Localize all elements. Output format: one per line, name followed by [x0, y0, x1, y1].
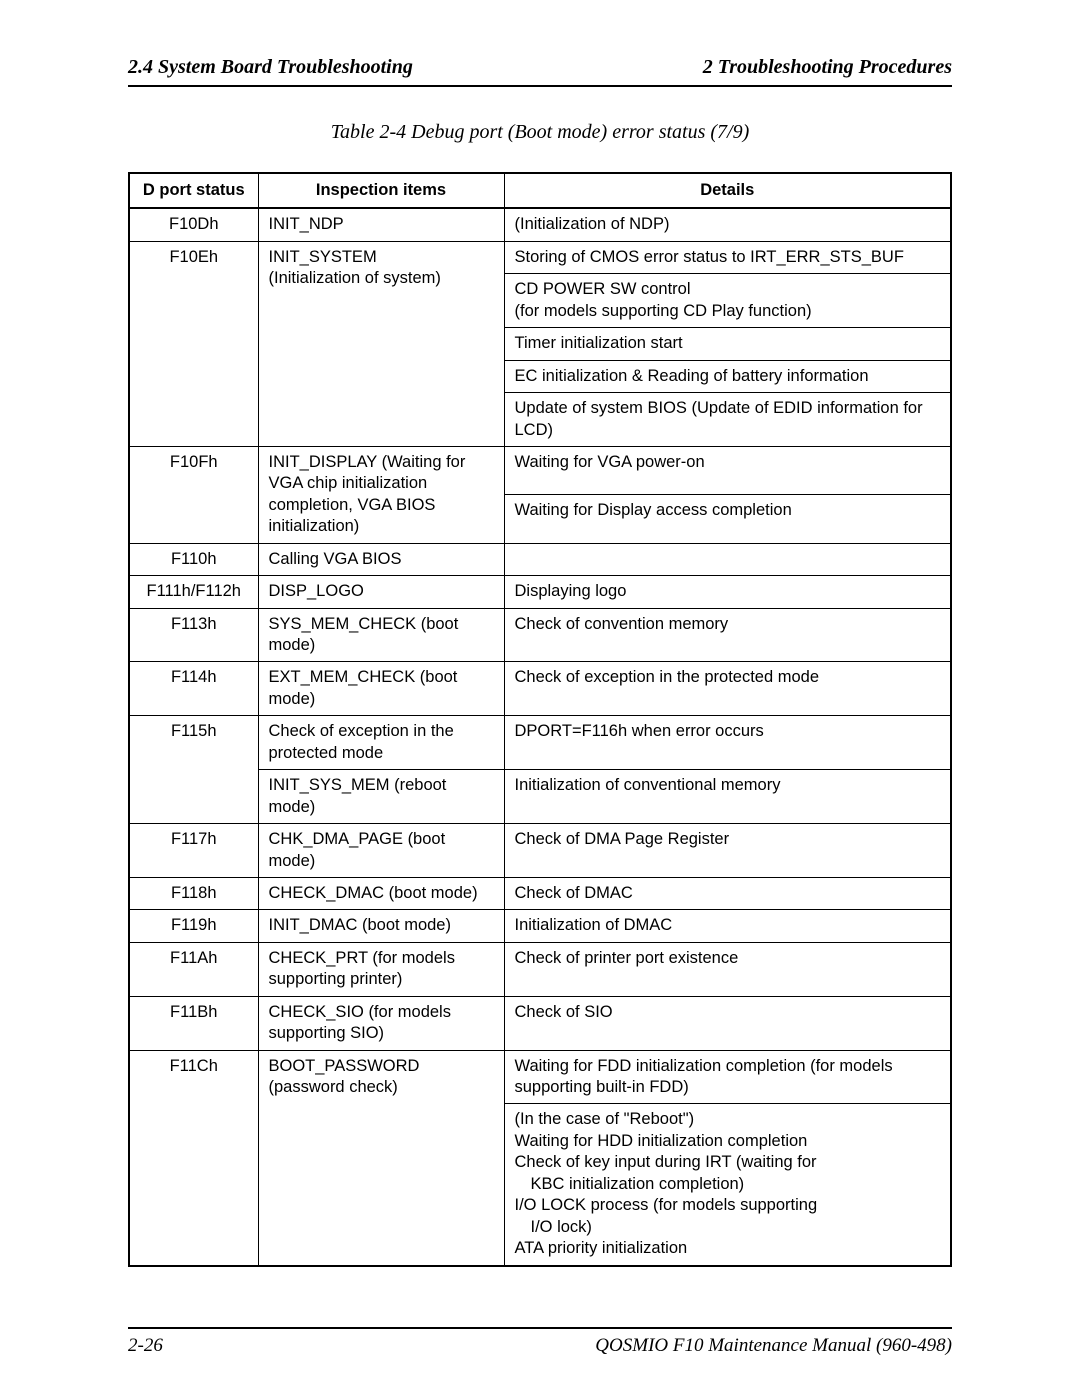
table-row: F10Eh INIT_SYSTEM (Initialization of sys… [129, 241, 951, 273]
debug-port-table: D port status Inspection items Details F… [128, 172, 952, 1267]
table-row: F10Fh INIT_DISPLAY (Waiting for VGA chip… [129, 446, 951, 494]
cell-details: Waiting for FDD initialization completio… [504, 1050, 951, 1104]
cell-inspection: INIT_SYS_MEM (reboot mode) [258, 770, 504, 824]
cell-details: Check of SIO [504, 996, 951, 1050]
table-row: F113h SYS_MEM_CHECK (boot mode) Check of… [129, 608, 951, 662]
cell-status: F10Eh [129, 241, 258, 446]
cell-details: Check of printer port existence [504, 942, 951, 996]
cell-inspection: Check of exception in the protected mode [258, 716, 504, 770]
table-row: F111h/F112h DISP_LOGO Displaying logo [129, 576, 951, 608]
text: (password check) [269, 1078, 398, 1096]
cell-inspection: SYS_MEM_CHECK (boot mode) [258, 608, 504, 662]
cell-details: (Initialization of NDP) [504, 208, 951, 241]
text: BOOT_PASSWORD [269, 1057, 420, 1075]
table-row: F11Ch BOOT_PASSWORD (password check) Wai… [129, 1050, 951, 1104]
table-row: F10Dh INIT_NDP (Initialization of NDP) [129, 208, 951, 241]
cell-details: Initialization of conventional memory [504, 770, 951, 824]
cell-inspection: CHECK_SIO (for models supporting SIO) [258, 996, 504, 1050]
cell-details: Timer initialization start [504, 328, 951, 360]
cell-details: Check of DMA Page Register [504, 824, 951, 878]
table-header-row: D port status Inspection items Details [129, 173, 951, 208]
cell-inspection: EXT_MEM_CHECK (boot mode) [258, 662, 504, 716]
text: Check of key input during IRT (waiting f… [515, 1153, 817, 1171]
cell-details: Storing of CMOS error status to IRT_ERR_… [504, 241, 951, 273]
col-header-inspection: Inspection items [258, 173, 504, 208]
text: INIT_SYSTEM [269, 248, 377, 266]
cell-details: CD POWER SW control (for models supporti… [504, 274, 951, 328]
table-row: F114h EXT_MEM_CHECK (boot mode) Check of… [129, 662, 951, 716]
text: (In the case of "Reboot") [515, 1110, 695, 1128]
cell-details: Update of system BIOS (Update of EDID in… [504, 393, 951, 447]
cell-status: F10Dh [129, 208, 258, 241]
cell-details: Check of convention memory [504, 608, 951, 662]
cell-status: F114h [129, 662, 258, 716]
table-row: F11Bh CHECK_SIO (for models supporting S… [129, 996, 951, 1050]
text: Waiting for HDD initialization completio… [515, 1132, 808, 1150]
cell-status: F11Bh [129, 996, 258, 1050]
cell-inspection: Calling VGA BIOS [258, 543, 504, 575]
cell-inspection: CHECK_DMAC (boot mode) [258, 877, 504, 909]
cell-status: F113h [129, 608, 258, 662]
cell-details [504, 543, 951, 575]
cell-details: Check of DMAC [504, 877, 951, 909]
cell-inspection: DISP_LOGO [258, 576, 504, 608]
header-right: 2 Troubleshooting Procedures [703, 56, 952, 79]
cell-inspection: INIT_DISPLAY (Waiting for VGA chip initi… [258, 446, 504, 543]
table-row: F117h CHK_DMA_PAGE (boot mode) Check of … [129, 824, 951, 878]
text: I/O lock) [515, 1217, 941, 1238]
cell-inspection: CHK_DMA_PAGE (boot mode) [258, 824, 504, 878]
cell-status: F117h [129, 824, 258, 878]
table-row: F119h INIT_DMAC (boot mode) Initializati… [129, 910, 951, 942]
cell-details: Initialization of DMAC [504, 910, 951, 942]
cell-inspection: INIT_SYSTEM (Initialization of system) [258, 241, 504, 446]
table-caption: Table 2-4 Debug port (Boot mode) error s… [128, 121, 952, 144]
cell-details: Waiting for Display access completion [504, 495, 951, 543]
cell-status: F110h [129, 543, 258, 575]
cell-status: F111h/F112h [129, 576, 258, 608]
header-left: 2.4 System Board Troubleshooting [128, 56, 413, 79]
table-row: F115h Check of exception in the protecte… [129, 716, 951, 770]
cell-status: F115h [129, 716, 258, 824]
cell-details: (In the case of "Reboot") Waiting for HD… [504, 1104, 951, 1266]
page-footer: 2-26 QOSMIO F10 Maintenance Manual (960-… [128, 1327, 952, 1357]
footer-page-number: 2-26 [128, 1335, 163, 1357]
cell-details: Check of exception in the protected mode [504, 662, 951, 716]
text: KBC initialization completion) [515, 1174, 941, 1195]
table-row: F110h Calling VGA BIOS [129, 543, 951, 575]
cell-status: F11Ch [129, 1050, 258, 1265]
cell-details: Waiting for VGA power-on [504, 446, 951, 494]
cell-status: F10Fh [129, 446, 258, 543]
text: (for models supporting CD Play function) [515, 302, 812, 320]
col-header-status: D port status [129, 173, 258, 208]
page-header: 2.4 System Board Troubleshooting 2 Troub… [128, 56, 952, 87]
table-row: F118h CHECK_DMAC (boot mode) Check of DM… [129, 877, 951, 909]
text: (Initialization of system) [269, 269, 441, 287]
page: 2.4 System Board Troubleshooting 2 Troub… [0, 0, 1080, 1397]
footer-manual-title: QOSMIO F10 Maintenance Manual (960-498) [595, 1335, 952, 1357]
text: ATA priority initialization [515, 1239, 688, 1257]
col-header-details: Details [504, 173, 951, 208]
cell-inspection: CHECK_PRT (for models supporting printer… [258, 942, 504, 996]
cell-inspection: INIT_NDP [258, 208, 504, 241]
cell-status: F119h [129, 910, 258, 942]
text: CD POWER SW control [515, 280, 691, 298]
cell-details: DPORT=F116h when error occurs [504, 716, 951, 770]
cell-status: F118h [129, 877, 258, 909]
cell-status: F11Ah [129, 942, 258, 996]
cell-inspection: INIT_DMAC (boot mode) [258, 910, 504, 942]
cell-inspection: BOOT_PASSWORD (password check) [258, 1050, 504, 1265]
table-row: F11Ah CHECK_PRT (for models supporting p… [129, 942, 951, 996]
text: I/O LOCK process (for models supporting [515, 1196, 818, 1214]
cell-details: EC initialization & Reading of battery i… [504, 360, 951, 392]
cell-details: Displaying logo [504, 576, 951, 608]
